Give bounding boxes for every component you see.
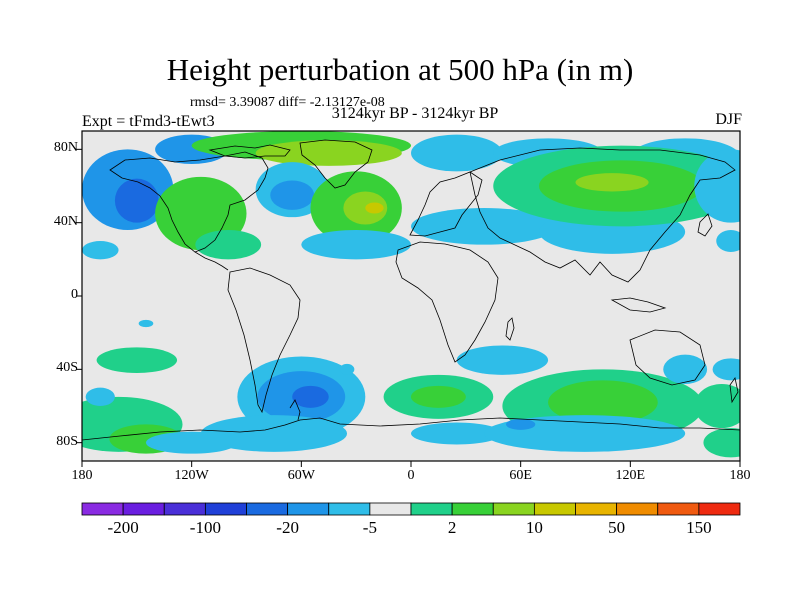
coastline-europe — [409, 171, 483, 237]
lon-label-5: 120E — [615, 468, 646, 483]
coastline-japan — [697, 213, 713, 237]
coastline-arctic-islands — [208, 144, 291, 159]
anomaly-region-39 — [548, 380, 658, 425]
coastline-se-asia-islands — [610, 297, 667, 313]
lat-label-1: 40N — [53, 213, 78, 229]
colorbar-label-1: -100 — [189, 518, 221, 537]
experiment-label: Expt = tFmd3-tEwt3 — [82, 113, 215, 130]
anomaly-region-31 — [292, 385, 329, 408]
colorbar — [81, 502, 741, 516]
anomaly-region-45 — [339, 363, 355, 375]
coastline-asia — [469, 147, 736, 283]
anomaly-region-21 — [694, 149, 740, 223]
lon-label-1: 120W — [174, 468, 209, 483]
colorbar-swatch-1 — [122, 502, 165, 516]
colorbar-swatch-0 — [81, 502, 124, 516]
anomaly-region-6 — [195, 230, 262, 260]
anomaly-region-11 — [365, 202, 384, 214]
anomaly-region-16 — [411, 208, 558, 245]
coastlines — [82, 139, 740, 441]
colorbar-label-7: 150 — [686, 518, 712, 537]
anomaly-region-37 — [411, 422, 503, 445]
anomaly-region-4 — [255, 140, 402, 166]
colorbar-label-4: 2 — [447, 518, 457, 537]
coastline-australia — [629, 329, 706, 386]
anomaly-region-41 — [663, 354, 708, 385]
lat-label-4: 80S — [56, 433, 78, 449]
map-title: Height perturbation at 500 hPa (in m) — [166, 52, 634, 87]
lon-label-2: 60W — [287, 468, 315, 483]
lat-label-0: 80N — [53, 140, 78, 156]
colorbar-label-6: 50 — [608, 518, 626, 537]
lon-label-0: 180 — [71, 468, 93, 483]
lat-label-2: 0 — [71, 287, 78, 302]
colorbar-swatch-13 — [616, 502, 659, 516]
coastline-madagascar — [505, 317, 515, 341]
colorbar-swatch-6 — [328, 502, 371, 516]
coastline-central-america — [194, 251, 229, 271]
anomaly-region-35 — [411, 385, 466, 408]
colorbar-swatch-5 — [287, 502, 330, 516]
anomaly-region-46 — [506, 418, 536, 430]
season-label: DJF — [715, 111, 742, 128]
anomaly-region-28 — [85, 387, 115, 407]
coastline-north-america — [109, 151, 269, 253]
colorbar-swatch-7 — [369, 502, 412, 516]
colorbar-swatch-15 — [698, 502, 741, 516]
anomaly-region-1 — [114, 178, 159, 223]
colorbar-label-2: -20 — [276, 518, 299, 537]
anomaly-region-44 — [712, 358, 740, 381]
coastline-new-zealand — [729, 377, 739, 404]
colorbar-swatch-11 — [533, 502, 576, 516]
anomaly-region-10 — [343, 191, 388, 225]
coastline-south-america — [227, 267, 301, 414]
colorbar-label-3: -5 — [362, 518, 377, 537]
coastline-greenland — [299, 139, 373, 189]
coastline-antarctic-peninsula — [289, 399, 301, 421]
colorbar-swatch-2 — [163, 502, 206, 516]
coastline-antarctica — [82, 417, 740, 441]
anomaly-region-13 — [411, 134, 503, 172]
colorbar-label-0: -200 — [107, 518, 139, 537]
anomaly-region-36 — [456, 345, 549, 375]
anomaly-region-12 — [301, 230, 411, 260]
anomaly-region-8 — [270, 180, 315, 210]
lon-label-3: 0 — [407, 468, 415, 483]
axis-ticks — [76, 148, 741, 467]
anomaly-region-25 — [96, 347, 178, 373]
lon-label-6: 180 — [729, 468, 751, 483]
lon-label-4: 60E — [509, 468, 532, 483]
anomaly-region-20 — [575, 173, 649, 192]
rmsd-diff-stats: rmsd= 3.39087 diff= -2.13127e-08 — [190, 95, 385, 110]
anomaly-region-23 — [82, 241, 119, 260]
coastline-africa — [395, 241, 499, 363]
anomaly-region-43 — [703, 428, 740, 458]
colorbar-swatch-12 — [575, 502, 618, 516]
anomaly-contours — [82, 131, 740, 458]
colorbar-swatch-9 — [451, 502, 494, 516]
colorbar-swatch-4 — [246, 502, 289, 516]
colorbar-swatch-3 — [204, 502, 247, 516]
colorbar-label-5: 10 — [525, 518, 543, 537]
anomaly-region-22 — [716, 230, 740, 252]
colorbar-swatch-10 — [492, 502, 535, 516]
anomaly-region-42 — [694, 384, 740, 428]
anomaly-region-24 — [138, 319, 154, 328]
lat-label-3: 40S — [56, 360, 78, 376]
colorbar-swatch-8 — [410, 502, 453, 516]
anomaly-region-33 — [145, 431, 238, 454]
colorbar-swatch-14 — [657, 502, 700, 516]
time-period-label: 3124kyr BP - 3124kyr BP — [331, 105, 499, 122]
